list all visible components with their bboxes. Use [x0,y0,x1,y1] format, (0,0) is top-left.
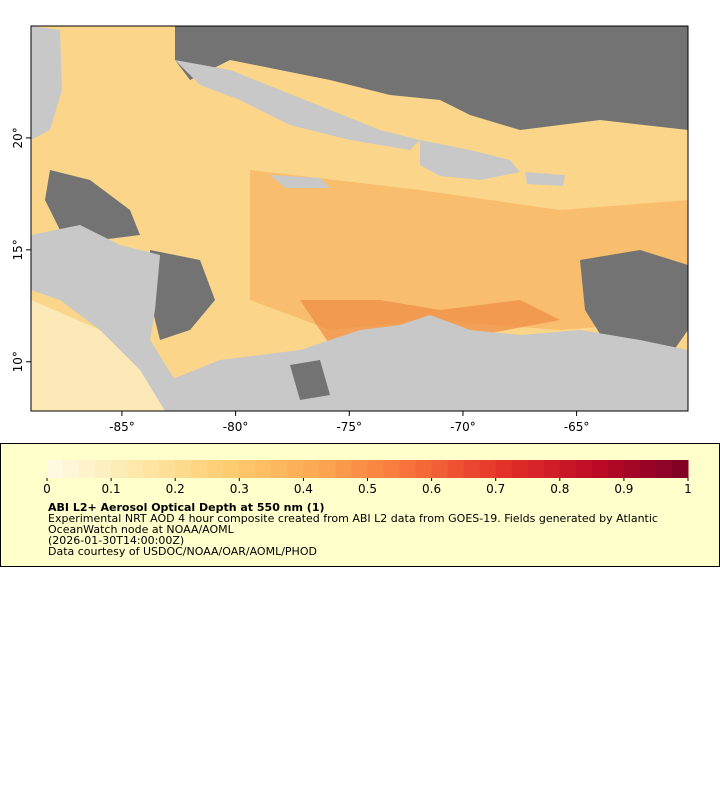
colorbar-segment [191,460,208,478]
colorbar-segment [383,460,401,478]
y-tick-label: 10° [11,351,25,372]
colorbar-segment [431,460,449,478]
colorbar-segment [399,460,417,478]
colorbar-segment [559,460,577,478]
colorbar-segment [543,460,561,478]
colorbar-segment [319,460,336,478]
colorbar-segment [527,460,545,478]
colorbar-tick-label: 0.6 [422,482,441,496]
colorbar-tick-label: 0.7 [486,482,505,496]
colorbar-tick-label: 0.3 [230,482,249,496]
colorbar-tick-label: 0.1 [102,482,121,496]
colorbar-segment [511,460,529,478]
x-tick-label: -70° [450,420,476,434]
colorbar-segment [623,460,641,478]
colorbar-segment [463,460,481,478]
x-tick-label: -75° [336,420,362,434]
legend-date: (2026-01-30T14:00:00Z) [48,534,184,547]
legend-description: Experimental NRT AOD 4 hour composite cr… [48,512,658,525]
colorbar-segment [159,460,176,478]
colorbar-segment [495,460,513,478]
x-tick-label: -80° [223,420,249,434]
colorbar-segment [255,460,272,478]
colorbar-segment [143,460,160,478]
colorbar-tick-label: 0.5 [358,482,377,496]
colorbar-segment [95,460,112,478]
legend-description: OceanWatch node at NOAA/AOML [48,523,235,536]
colorbar-segment [591,460,609,478]
colorbar-segment [239,460,256,478]
colorbar-segment [207,460,224,478]
colorbar-segment [575,460,593,478]
colorbar-tick-label: 0 [43,482,51,496]
map-frame [30,25,689,412]
colorbar-tick-label: 0.4 [294,482,313,496]
colorbar-segment [175,460,192,478]
x-tick-label: -65° [564,420,590,434]
colorbar-tick-label: 1 [684,482,692,496]
legend-title: ABI L2+ Aerosol Optical Depth at 550 nm … [48,501,325,514]
colorbar-segment [415,460,433,478]
colorbar-segment [303,460,320,478]
colorbar-segment [47,460,64,478]
colorbar-segment [127,460,144,478]
colorbar-tick-label: 0.8 [550,482,569,496]
colorbar-segment [79,460,96,478]
colorbar-tick-label: 0.9 [614,482,633,496]
colorbar-segment [335,460,352,478]
y-tick-label: 20° [11,127,25,148]
colorbar-segment [351,460,368,478]
colorbar-segment [223,460,240,478]
colorbar-segment [479,460,497,478]
colorbar-segment [367,460,385,478]
colorbar-segment [655,460,673,478]
colorbar-segment [63,460,80,478]
y-tick-label: 15° [11,239,25,260]
x-tick-label: -85° [109,420,135,434]
colorbar-segment [607,460,625,478]
colorbar-segment [111,460,128,478]
map-image [31,26,688,411]
colorbar-tick-label: 0.2 [166,482,185,496]
colorbar-segment [271,460,288,478]
legend-credit: Data courtesy of USDOC/NOAA/OAR/AOML/PHO… [48,545,317,558]
colorbar-segment [671,460,689,478]
colorbar-segment [447,460,465,478]
colorbar-segment [287,460,304,478]
colorbar-segment [639,460,657,478]
